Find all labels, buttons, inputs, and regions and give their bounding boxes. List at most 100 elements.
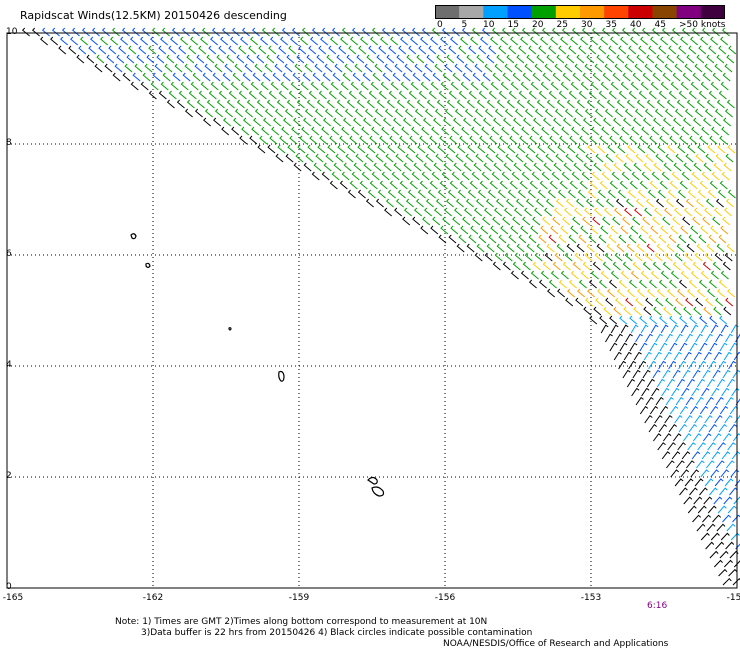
legend-swatch	[652, 5, 678, 19]
wind-barb	[662, 433, 672, 442]
wind-barb	[499, 180, 508, 190]
wind-barb	[696, 54, 705, 64]
wind-barb	[308, 45, 317, 55]
wind-barb	[401, 126, 410, 136]
wind-barb	[293, 162, 302, 172]
wind-barb	[683, 117, 692, 127]
wind-barb	[402, 216, 411, 226]
wind-barb	[613, 351, 622, 361]
wind-barb	[647, 144, 656, 154]
wind-barb	[508, 234, 517, 244]
wind-barb	[587, 189, 596, 199]
wind-barb	[228, 90, 237, 100]
wind-barb	[298, 90, 307, 100]
wind-barb	[720, 324, 729, 334]
wind-barb	[597, 144, 606, 154]
wind-barb	[371, 171, 380, 181]
wind-barb	[416, 99, 425, 109]
wind-barb	[669, 180, 678, 190]
wind-barb	[595, 153, 604, 163]
wind-barb	[360, 81, 369, 91]
wind-barb	[622, 216, 631, 226]
wind-barb	[682, 433, 692, 442]
wind-barb	[192, 72, 201, 82]
wind-barb	[615, 153, 624, 163]
wind-barb	[668, 45, 677, 55]
wind-barb	[682, 216, 691, 226]
wind-barb	[493, 162, 502, 172]
wind-barb	[504, 63, 513, 73]
wind-barb	[676, 378, 685, 388]
wind-barb	[664, 414, 673, 424]
wind-barb	[639, 342, 648, 352]
wind-barb	[551, 126, 560, 136]
wind-barb	[666, 378, 675, 388]
wind-barb	[658, 279, 667, 289]
wind-barb	[705, 153, 714, 163]
wind-barb	[256, 99, 265, 109]
wind-barb	[656, 243, 665, 253]
wind-barb	[715, 198, 724, 208]
wind-barb	[708, 234, 717, 244]
wind-barb	[630, 270, 639, 280]
island-small-2	[145, 262, 151, 269]
wind-barb	[597, 288, 606, 298]
wind-barb	[703, 496, 713, 505]
wind-barb	[415, 198, 424, 208]
wind-barb	[399, 135, 408, 145]
wind-barb	[537, 189, 546, 199]
wind-barb	[713, 559, 723, 568]
wind-barb	[547, 189, 556, 199]
wind-barb	[694, 252, 703, 262]
wind-barb	[258, 90, 267, 100]
wind-barb	[694, 63, 703, 73]
wind-barb	[540, 225, 549, 235]
wind-barb	[723, 306, 732, 316]
wind-barb	[302, 72, 311, 82]
wind-barb	[665, 198, 674, 208]
wind-barb	[701, 387, 710, 397]
wind-barb	[224, 63, 233, 73]
wind-barb	[663, 162, 672, 172]
wind-barb	[511, 171, 520, 181]
wind-barb	[286, 54, 295, 64]
wind-barb	[467, 144, 476, 154]
wind-barb	[420, 36, 429, 46]
wind-barb	[534, 207, 543, 217]
wind-barb	[583, 162, 592, 172]
wind-barb	[709, 342, 718, 352]
wind-barb	[721, 27, 730, 37]
wind-barb	[277, 144, 286, 154]
wind-barb	[304, 108, 313, 118]
wind-barb	[704, 63, 713, 73]
wind-barb	[502, 216, 511, 226]
wind-barb	[585, 153, 594, 163]
wind-barb	[562, 72, 571, 82]
wind-barb	[678, 360, 687, 370]
wind-barb	[643, 117, 652, 127]
wind-barb	[638, 45, 647, 55]
wind-barb	[528, 279, 537, 289]
wind-barb	[608, 90, 617, 100]
wind-barb	[520, 36, 529, 46]
wind-barb	[587, 144, 596, 154]
wind-barb	[635, 396, 644, 406]
wind-barb	[696, 460, 705, 469]
wind-barb	[378, 45, 387, 55]
wind-barb	[509, 180, 518, 190]
wind-barb	[603, 306, 612, 316]
wind-barb	[617, 288, 626, 298]
wind-barb	[644, 207, 653, 217]
wind-barb	[90, 36, 99, 46]
wind-barb	[732, 514, 740, 523]
wind-barb	[474, 252, 483, 262]
wind-barb	[278, 90, 287, 100]
wind-barb	[718, 234, 727, 244]
wind-barb	[371, 27, 380, 37]
wind-barb	[184, 63, 193, 73]
wind-barb	[464, 207, 473, 217]
wind-barb	[631, 171, 640, 181]
wind-barb	[692, 514, 702, 523]
wind-barb	[580, 81, 589, 91]
legend-swatch	[459, 5, 484, 19]
